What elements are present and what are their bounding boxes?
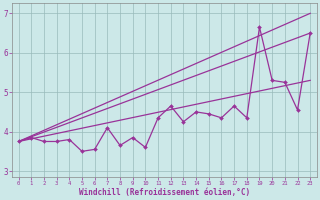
X-axis label: Windchill (Refroidissement éolien,°C): Windchill (Refroidissement éolien,°C) <box>79 188 250 197</box>
